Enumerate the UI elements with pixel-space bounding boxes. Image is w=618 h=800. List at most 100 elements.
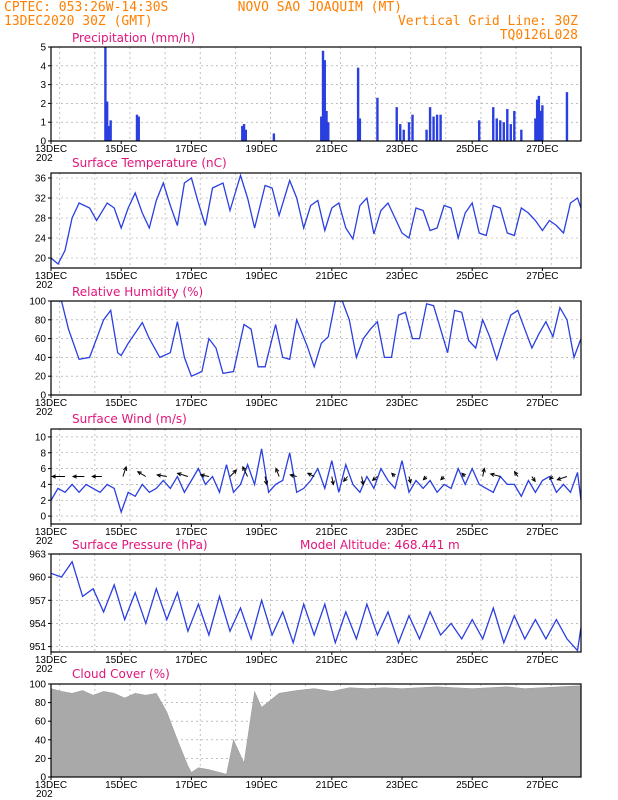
pressure-ytick-label: 957 (29, 596, 46, 607)
temperature-xtick-label: 17DEC (175, 271, 207, 282)
wind-ytick-label: 2 (40, 496, 46, 507)
temperature-panel: 20 24 28 32 36 13DEC 15DEC 17DEC 19DEC 21DEC 23DEC… (35, 172, 582, 291)
wind-vector (122, 466, 127, 477)
wind-vector (331, 476, 334, 485)
precip-bar (541, 105, 544, 141)
wind-vector-head (360, 480, 365, 486)
precipitation-xtick-label: 13DEC (35, 144, 67, 155)
precipitation-xtick-label: 21DEC (316, 144, 348, 155)
wind-ytick-label: 10 (35, 432, 47, 443)
wind-frame (50, 428, 582, 525)
wind-vector-head (136, 471, 142, 476)
wind-title: Surface Wind (m/s) (72, 412, 187, 426)
humidity-xtick-label: 17DEC (175, 398, 207, 409)
wind-xtick-label: 15DEC (105, 527, 137, 538)
cloud-xtick-label: 21DEC (316, 780, 348, 791)
wind-vector-head (531, 477, 536, 483)
precip-bar (509, 124, 513, 141)
wind-vector (482, 468, 485, 477)
pressure-ytick-label: 951 (29, 642, 46, 653)
header-date: 13DEC2020 30Z (GMT) (4, 14, 153, 29)
temperature-frame (50, 172, 582, 269)
precipitation-title: Precipitation (mm/h) (72, 31, 195, 45)
model-altitude-label: Model Altitude: 468.441 m (300, 538, 460, 552)
humidity-xtick-label: 23DEC (386, 398, 418, 409)
precip-bar (320, 116, 323, 141)
precip-bar (407, 122, 411, 141)
temperature-xtick-label: 13DEC (35, 271, 67, 282)
header-station: NOVO SAO JOAQUIM (MT) (238, 0, 402, 15)
pressure-xtick-label: 19DEC (245, 655, 277, 666)
temperature-xtick-label: 21DEC (316, 271, 348, 282)
pressure-series-line (51, 560, 581, 652)
precip-bar (325, 110, 328, 141)
cloud-xtick-label: 13DEC (35, 780, 67, 791)
temperature-xtick-label: 27DEC (526, 271, 558, 282)
precip-bar (135, 114, 139, 141)
humidity-xtick-label: 21DEC (316, 398, 348, 409)
precip-bar (395, 107, 398, 141)
precipitation-ytick-label: 2 (40, 99, 46, 110)
cloud-title: Cloud Cover (%) (72, 667, 170, 681)
precip-bar (376, 97, 379, 141)
wind-xtick-label: 19DEC (245, 527, 277, 538)
cloud-panel: 0 20 40 60 80 100 13DEC 15DEC 17DEC 19DEC 21DEC 23D… (29, 680, 582, 800)
wind-xtick-label: 25DEC (456, 527, 488, 538)
wind-vector-head (71, 474, 77, 479)
humidity-xtick-label: 15DEC (105, 398, 137, 409)
temperature-ytick-label: 36 (35, 174, 47, 185)
temperature-xtick-label: 25DEC (456, 271, 488, 282)
wind-vector-head (275, 467, 280, 473)
precip-bar (137, 116, 140, 141)
wind-vector-head (232, 469, 238, 475)
wind-vector-head (481, 467, 486, 473)
pressure-xtick-label: 21DEC (316, 655, 348, 666)
wind-vector-head (422, 475, 428, 481)
cloud-ytick-label: 80 (35, 698, 47, 709)
temperature-ytick-label: 28 (35, 214, 47, 225)
wind-vector (557, 476, 568, 481)
cloud-xtick-label: 17DEC (175, 780, 207, 791)
precip-bar (358, 118, 362, 141)
pressure-year-label: 202 (36, 664, 53, 675)
wind-series-line (51, 448, 581, 515)
cloud-frame (50, 683, 582, 778)
precip-bar (272, 133, 276, 141)
precip-bar (244, 129, 248, 141)
wind-vector (307, 472, 315, 477)
pressure-xtick-label: 15DEC (105, 655, 137, 666)
wind-vector (242, 466, 249, 477)
humidity-panel: 0 20 40 60 80 100 13DEC 15DEC 17DEC 19DEC 21DEC 23D… (29, 297, 582, 418)
precipitation-xtick-label: 19DEC (245, 144, 277, 155)
wind-vector (264, 476, 268, 485)
wind-vector (361, 476, 364, 485)
pressure-ytick-label: 960 (29, 573, 46, 584)
temperature-xtick-label: 19DEC (245, 271, 277, 282)
pressure-panel: 951 954 957 960 963 13DEC 15DEC 17DEC 19DEC 21DEC… (29, 550, 582, 675)
wind-vector (200, 474, 210, 477)
precip-bar (104, 47, 107, 141)
pressure-frame (50, 553, 582, 653)
humidity-ytick-label: 60 (35, 334, 47, 345)
precip-bar (109, 120, 112, 141)
cloud-ytick-label: 40 (35, 735, 47, 746)
wind-vector-head (407, 478, 412, 485)
wind-vector-head (156, 473, 162, 478)
wind-vector-head (289, 473, 295, 478)
precipitation-ytick-label: 0 (40, 137, 46, 148)
wind-vector-head (242, 465, 247, 471)
wind-ytick-label: 0 (40, 512, 46, 523)
precip-bar (537, 95, 541, 141)
precipitation-ytick-label: 3 (40, 80, 46, 91)
wind-vector-head (556, 476, 562, 481)
temperature-ytick-label: 32 (35, 194, 47, 205)
precipitation-ytick-label: 4 (40, 61, 46, 72)
precip-bar (399, 124, 402, 141)
wind-vector-head (461, 472, 466, 478)
humidity-year-label: 202 (36, 407, 53, 418)
wind-vector-head (390, 472, 396, 478)
precip-bar (356, 67, 360, 141)
precipitation-ytick-label: 1 (40, 118, 46, 129)
wind-xtick-label: 13DEC (35, 527, 67, 538)
cloud-xtick-label: 19DEC (245, 780, 277, 791)
